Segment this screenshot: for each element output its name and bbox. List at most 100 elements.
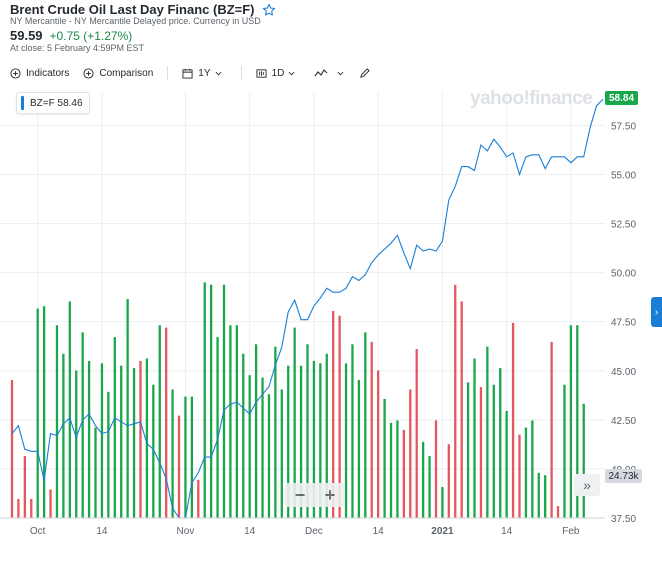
chevron-right-icon: › <box>654 306 659 318</box>
volume-bar <box>216 337 219 518</box>
volume-bar <box>421 441 425 518</box>
indicators-button[interactable]: Indicators <box>10 68 69 79</box>
volume-bar <box>248 375 251 518</box>
volume-bar <box>280 389 283 518</box>
comparison-label: Comparison <box>99 67 154 79</box>
zoom-controls: − + <box>285 483 345 507</box>
volume-tag: 24.73k <box>605 469 642 483</box>
volume-bar <box>87 360 91 518</box>
price-chart[interactable]: 57.5055.0052.5050.0047.5045.0042.5040.00… <box>0 86 662 562</box>
chevron-down-icon <box>337 71 344 75</box>
volume-bar <box>441 487 444 518</box>
x-tick-label: 2021 <box>431 526 454 537</box>
toolbar-divider <box>167 66 169 80</box>
range-label: 1Y <box>198 67 211 79</box>
scroll-to-latest-button[interactable]: » <box>574 474 600 496</box>
price-row: 59.59 +0.75 (+1.27%) <box>10 28 132 43</box>
volume-bar <box>81 332 84 518</box>
volume-bar <box>332 310 335 518</box>
pencil-icon <box>360 67 371 78</box>
volume-bar <box>158 325 161 518</box>
volume-bar <box>569 325 573 518</box>
volume-bar <box>120 365 123 518</box>
volume-bar <box>293 327 296 518</box>
volume-bar <box>10 379 14 518</box>
volume-bar <box>492 384 495 518</box>
chart-area[interactable]: 57.5055.0052.5050.0047.5045.0042.5040.00… <box>0 86 662 562</box>
volume-bar <box>17 498 20 518</box>
volume-bar <box>62 353 65 518</box>
volume-bar <box>454 284 457 518</box>
volume-bar <box>267 394 271 518</box>
volume-bar <box>511 322 515 518</box>
volume-bar <box>479 387 483 518</box>
volume-bar <box>473 358 476 518</box>
volume-bar <box>357 379 361 518</box>
volume-bar <box>126 299 129 518</box>
interval-selector[interactable]: 1D <box>255 67 301 79</box>
volume-bar <box>190 396 194 518</box>
volume-bar <box>319 363 322 518</box>
volume-bar <box>466 382 470 518</box>
zoom-in-button[interactable]: + <box>324 485 336 505</box>
series-legend[interactable]: BZ=F 58.46 <box>16 92 90 114</box>
volume-bar <box>351 344 354 518</box>
volume-bar <box>306 344 309 518</box>
volume-bar <box>23 456 26 518</box>
legend-color-swatch <box>21 96 24 110</box>
chart-type-selector[interactable] <box>314 68 349 78</box>
volume-bar <box>550 341 553 518</box>
y-tick-label: 50.00 <box>611 269 636 280</box>
volume-bar <box>447 444 450 518</box>
volume-bar <box>68 301 71 518</box>
comparison-button[interactable]: Comparison <box>83 68 153 79</box>
y-tick-label: 55.00 <box>611 170 636 181</box>
interval-label: 1D <box>271 67 285 79</box>
volume-bar <box>100 363 104 518</box>
volume-bar <box>428 456 431 518</box>
toolbar-divider <box>240 66 242 80</box>
volume-bar <box>383 399 386 518</box>
volume-bar <box>139 360 142 518</box>
draw-button[interactable] <box>359 67 375 79</box>
side-panel-toggle[interactable]: › <box>651 297 662 327</box>
price-line <box>11 98 604 519</box>
volume-bar <box>434 420 438 518</box>
candle-interval-icon <box>255 68 267 78</box>
volume-bar <box>344 363 348 518</box>
volume-bar <box>42 306 46 518</box>
volume-bar <box>460 301 463 518</box>
volume-bar <box>544 475 547 518</box>
volume-bar <box>274 346 277 518</box>
y-tick-label: 42.50 <box>611 416 636 427</box>
plus-circle-icon <box>10 67 21 79</box>
volume-bar <box>242 353 245 518</box>
x-tick-label: Nov <box>177 526 195 537</box>
volume-bar <box>370 341 373 518</box>
volume-bar <box>415 349 418 518</box>
volume-bar <box>197 479 200 518</box>
quote-subtitle: NY Mercantile - NY Mercantile Delayed pr… <box>10 16 261 26</box>
title-row: Brent Crude Oil Last Day Financ (BZ=F) <box>10 2 276 17</box>
zoom-out-button[interactable]: − <box>294 485 306 505</box>
plus-circle-icon <box>83 67 94 79</box>
volume-bar <box>364 332 367 518</box>
volume-bar <box>325 353 328 518</box>
range-selector[interactable]: 1Y <box>182 68 226 79</box>
star-icon[interactable] <box>262 3 276 17</box>
volume-bar <box>132 368 136 518</box>
volume-bar <box>505 410 508 518</box>
volume-bar <box>36 308 39 518</box>
x-tick-label: Feb <box>562 526 580 537</box>
volume-bar <box>582 403 585 518</box>
volume-bar <box>563 384 566 518</box>
volume-bar <box>165 327 168 518</box>
volume-bar <box>486 346 489 518</box>
x-tick-label: 14 <box>373 526 385 537</box>
volume-bar <box>287 365 290 518</box>
volume-bar <box>145 358 149 518</box>
x-tick-label: 14 <box>96 526 108 537</box>
volume-bar <box>152 384 155 518</box>
line-chart-icon <box>314 69 328 77</box>
volume-bar <box>254 344 258 518</box>
